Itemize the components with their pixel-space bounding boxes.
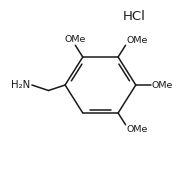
Text: H₂N: H₂N: [11, 80, 30, 90]
Text: OMe: OMe: [126, 36, 147, 45]
Text: OMe: OMe: [151, 81, 173, 89]
Text: HCl: HCl: [123, 11, 145, 23]
Text: OMe: OMe: [126, 125, 147, 134]
Text: OMe: OMe: [64, 35, 85, 44]
